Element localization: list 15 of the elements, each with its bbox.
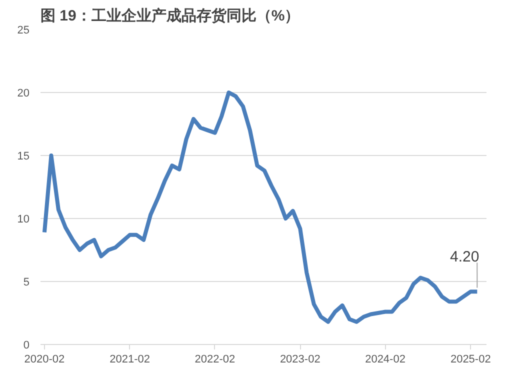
- x-tick-label: 2021-02: [110, 354, 150, 366]
- x-tick-label: 2020-02: [24, 354, 65, 366]
- y-tick-label: 25: [17, 24, 30, 36]
- y-tick-label: 5: [23, 276, 30, 288]
- x-tick-label: 2022-02: [194, 354, 236, 366]
- chart-title: 图 19：工业企业产成品存货同比（%）: [40, 8, 300, 24]
- x-tick-label: 2025-02: [450, 354, 491, 366]
- x-tick-label: 2023-02: [280, 354, 320, 366]
- y-tick-label: 20: [17, 88, 30, 100]
- y-tick-label: 0: [23, 340, 30, 352]
- y-tick-label: 15: [17, 150, 30, 162]
- y-tick-label: 10: [17, 214, 30, 226]
- x-tick-label: 2024-02: [365, 354, 406, 366]
- line-series: [42, 90, 480, 324]
- annotation: 4.20: [450, 248, 480, 266]
